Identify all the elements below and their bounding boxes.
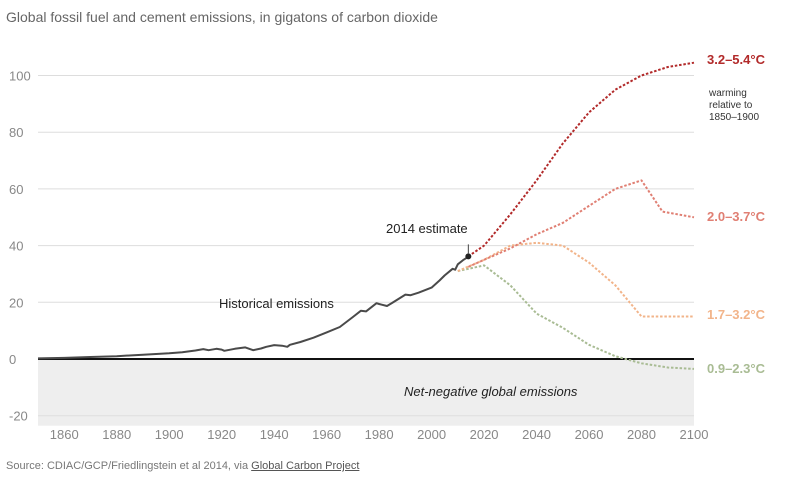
x-tick-2080: 2080 — [627, 427, 656, 442]
y-tick-80: 80 — [9, 125, 23, 140]
source-note: Source: CDIAC/GCP/Friedlingstein et al 2… — [6, 460, 359, 472]
series-lines — [37, 61, 695, 370]
y-tick-20: 20 — [9, 295, 23, 310]
x-tick-2020: 2020 — [470, 427, 499, 442]
x-tick-1980: 1980 — [365, 427, 394, 442]
warming-note-line2: relative to — [709, 100, 753, 111]
scenario-line-1 — [467, 61, 695, 258]
scenario-label-2: 2.0–3.7°C — [707, 209, 766, 224]
scenario-label-4: 0.9–2.3°C — [707, 361, 766, 376]
warming-note-line1: warming — [708, 88, 747, 99]
x-tick-2040: 2040 — [522, 427, 551, 442]
annotations: Historical emissions 2014 estimate Net-n… — [219, 88, 759, 399]
x-tick-2100: 2100 — [680, 427, 709, 442]
y-tick-100: 100 — [9, 69, 31, 84]
net-negative-label: Net-negative global emissions — [404, 384, 578, 399]
global-carbon-project-link[interactable]: Global Carbon Project — [251, 460, 360, 472]
scenario-line-2 — [467, 179, 695, 268]
historical-emissions-line — [37, 255, 469, 360]
x-tick-1960: 1960 — [312, 427, 341, 442]
y-tick-40: 40 — [9, 239, 23, 254]
historical-emissions-label: Historical emissions — [219, 296, 334, 311]
y-tick--20: -20 — [9, 409, 28, 424]
x-tick-2000: 2000 — [417, 427, 446, 442]
x-tick-1880: 1880 — [102, 427, 131, 442]
estimate-2014-marker — [465, 253, 472, 260]
estimate-2014-label: 2014 estimate — [386, 221, 468, 236]
chart-title: Global fossil fuel and cement emissions,… — [6, 9, 438, 25]
x-tick-1900: 1900 — [155, 427, 184, 442]
gridlines — [38, 75, 694, 417]
y-tick-60: 60 — [9, 182, 23, 197]
x-tick-2060: 2060 — [575, 427, 604, 442]
x-tick-1860: 1860 — [50, 427, 79, 442]
scenario-line-4 — [457, 264, 695, 370]
scenario-label-3: 1.7–3.2°C — [707, 307, 766, 322]
x-tick-1920: 1920 — [207, 427, 236, 442]
y-tick-0: 0 — [9, 352, 16, 367]
scenario-line-3 — [457, 241, 694, 318]
plot-background — [38, 359, 694, 426]
x-tick-1940: 1940 — [260, 427, 289, 442]
warming-note-line3: 1850–1900 — [709, 112, 759, 123]
source-text: Source: CDIAC/GCP/Friedlingstein et al 2… — [6, 460, 252, 472]
scenario-label-1: 3.2–5.4°C — [707, 52, 766, 67]
negative-region — [38, 359, 694, 426]
